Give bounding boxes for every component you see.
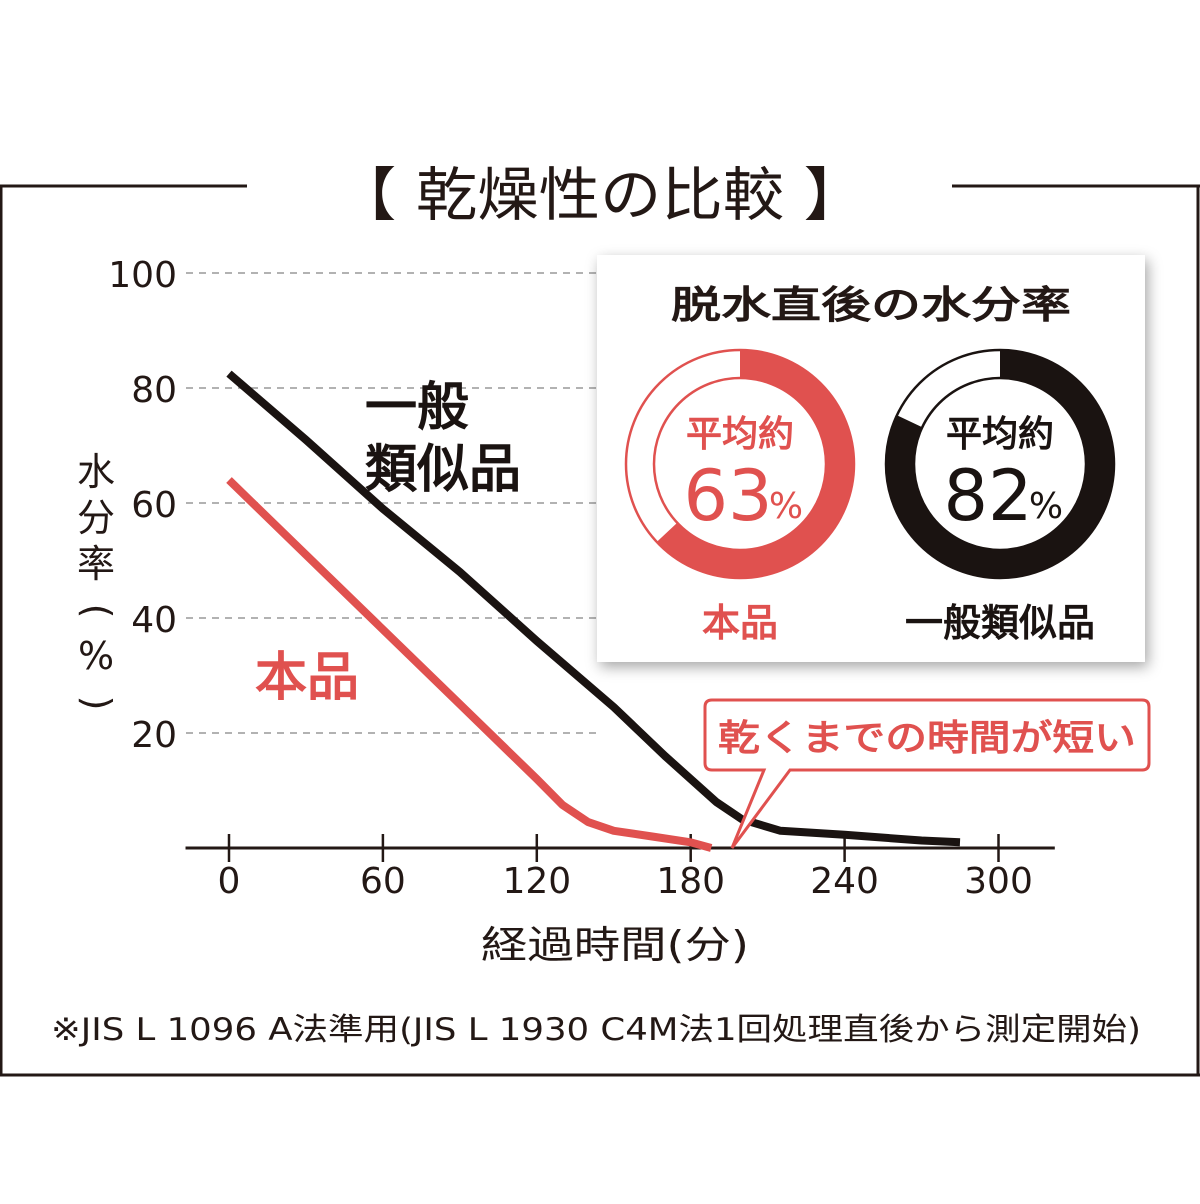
x-tick-labels: 0 60 120 180 240 300 bbox=[218, 861, 1033, 902]
x-tick-label: 0 bbox=[218, 861, 241, 902]
y-tick-labels: 20 40 60 80 100 bbox=[108, 255, 177, 756]
x-tick-label: 120 bbox=[502, 861, 571, 902]
donut-value: 63 bbox=[683, 455, 772, 537]
annotation-text: 乾くまでの時間が短い bbox=[718, 718, 1136, 759]
series-label-product: 本品 bbox=[255, 648, 359, 708]
annotation-callout: 乾くまでの時間が短い bbox=[703, 698, 1151, 849]
y-axis-label-char: 率 bbox=[77, 542, 115, 586]
x-tick-label: 240 bbox=[810, 861, 879, 902]
chart-title: 【 乾燥性の比較 】 bbox=[335, 161, 865, 229]
y-tick-label: 20 bbox=[131, 715, 177, 756]
donut-unit: % bbox=[769, 486, 803, 527]
series-line-product bbox=[226, 477, 713, 852]
y-tick-label: 80 bbox=[131, 370, 177, 411]
footnote: ※JIS L 1096 A法準用(JIS L 1930 C4M法1回処理直後から… bbox=[51, 1012, 1141, 1048]
x-tick-label: 300 bbox=[964, 861, 1033, 902]
x-tick-label: 180 bbox=[656, 861, 725, 902]
y-tick-label: 60 bbox=[131, 485, 177, 526]
y-axis-label-char: 水 bbox=[77, 450, 115, 494]
y-axis-label-char: 分 bbox=[77, 496, 115, 540]
y-axis-label: 水分率 (%) bbox=[75, 450, 119, 710]
y-tick-label: 100 bbox=[108, 255, 177, 296]
x-axis-label: 経過時間(分) bbox=[481, 923, 749, 967]
donut-name: 本品 bbox=[702, 601, 778, 645]
y-axis-label-char: ) bbox=[75, 696, 119, 711]
donut-label-top: 平均約 bbox=[946, 414, 1054, 455]
donut-arc-product bbox=[626, 350, 854, 578]
inset-title: 脱水直後の水分率 bbox=[671, 283, 1071, 327]
donut-value: 82 bbox=[943, 455, 1032, 537]
y-axis-label-char: ( bbox=[75, 604, 119, 619]
donut-name: 一般類似品 bbox=[905, 601, 1095, 645]
donut-arc-general bbox=[886, 350, 1114, 578]
outer-frame bbox=[0, 184, 1200, 1077]
donut-label-top: 平均約 bbox=[686, 414, 794, 455]
series-lines bbox=[226, 370, 961, 852]
series-label-general: 一般 bbox=[365, 378, 469, 438]
series-label-general: 類似品 bbox=[365, 440, 521, 500]
y-tick-label: 40 bbox=[131, 600, 177, 641]
series-line-general bbox=[226, 370, 961, 847]
y-axis-label-char: % bbox=[78, 634, 114, 678]
donut-unit: % bbox=[1029, 486, 1063, 527]
x-tick-label: 60 bbox=[360, 861, 406, 902]
